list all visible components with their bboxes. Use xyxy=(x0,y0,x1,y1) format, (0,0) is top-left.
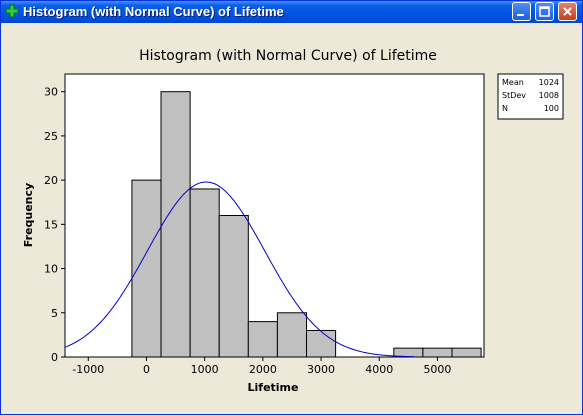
histogram-bar xyxy=(189,188,220,358)
x-tick-label: 5000 xyxy=(423,363,451,376)
histogram-bar xyxy=(131,179,162,358)
y-tick-label: 5 xyxy=(51,307,58,320)
y-tick-label: 30 xyxy=(44,86,58,99)
close-icon xyxy=(563,7,572,16)
y-tick-label: 25 xyxy=(44,130,58,143)
x-tick-label: 3000 xyxy=(307,363,335,376)
x-tick-label: -1000 xyxy=(72,363,104,376)
stats-legend-value: 1008 xyxy=(539,91,559,100)
x-axis-label: Lifetime xyxy=(248,381,299,394)
histogram-bar xyxy=(247,321,278,358)
minitab-graph-icon xyxy=(5,4,19,18)
normal-curve xyxy=(64,181,415,358)
histogram-bar xyxy=(393,347,424,358)
stats-legend-label: N xyxy=(502,104,508,113)
histogram-bar xyxy=(276,312,308,358)
minimize-icon xyxy=(517,14,524,16)
histogram-chart: Histogram (with Normal Curve) of Lifetim… xyxy=(22,48,564,394)
stats-legend: Mean 1024 StDev 1008 N 100 xyxy=(497,73,564,120)
histogram-bar xyxy=(306,329,337,358)
y-tick-label: 0 xyxy=(51,351,58,364)
stats-legend-label: Mean xyxy=(502,78,524,87)
y-tick-label: 10 xyxy=(44,263,58,276)
stats-legend-label: StDev xyxy=(502,91,526,100)
title-bar[interactable]: Histogram (with Normal Curve) of Lifetim… xyxy=(1,1,582,23)
chart-title: Histogram (with Normal Curve) of Lifetim… xyxy=(139,48,437,64)
x-tick-label: 4000 xyxy=(365,363,393,376)
x-tick-label: 2000 xyxy=(249,363,277,376)
maximize-button[interactable] xyxy=(535,2,554,21)
histogram-bar xyxy=(218,215,249,358)
stats-legend-value: 100 xyxy=(544,104,559,113)
stats-legend-box xyxy=(497,73,564,120)
x-tick-label: 1000 xyxy=(191,363,219,376)
minimize-button[interactable] xyxy=(512,2,531,21)
histogram-bar xyxy=(160,91,191,358)
x-tick-label: 0 xyxy=(143,363,150,376)
y-axis-label: Frequency xyxy=(22,183,35,247)
window-title: Histogram (with Normal Curve) of Lifetim… xyxy=(23,4,284,19)
plot-area xyxy=(64,73,485,358)
maximize-icon xyxy=(539,6,550,17)
y-tick-label: 20 xyxy=(44,174,58,187)
stats-legend-value: 1024 xyxy=(539,78,559,87)
y-tick-label: 15 xyxy=(44,218,58,231)
graph-area: Histogram (with Normal Curve) of Lifetim… xyxy=(4,24,579,412)
histogram-bar xyxy=(451,347,482,358)
close-button[interactable] xyxy=(558,2,577,21)
histogram-bar xyxy=(422,347,453,358)
